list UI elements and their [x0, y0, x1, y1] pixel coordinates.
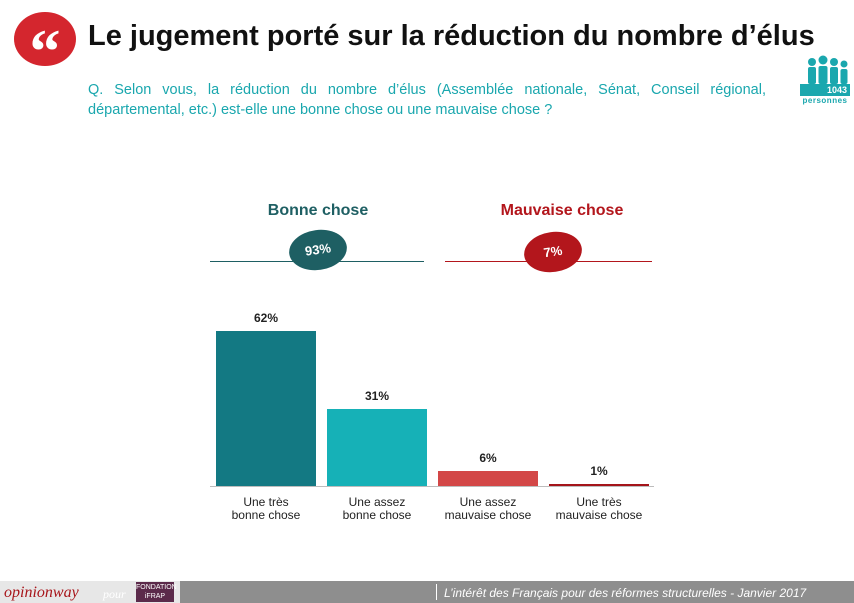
bar-2: [327, 408, 427, 486]
bar-1: [216, 331, 316, 486]
bar-value-label-3: 6%: [479, 451, 497, 465]
category-label-3: Une assez mauvaise chose: [444, 495, 532, 522]
footer-separator: [436, 584, 437, 600]
group-label-mauvaise: Mauvaise chose: [500, 202, 624, 219]
category-label-2: Une assez bonne chose: [342, 495, 412, 522]
footer-caption: L’intérêt des Français pour des réformes…: [444, 586, 807, 600]
bar-value-label-4: 1%: [590, 463, 608, 478]
bar-value-label-1: 62%: [253, 311, 279, 325]
footer-pour: pour: [103, 587, 126, 601]
bar-3: [438, 471, 538, 486]
category-label-1: Une très bonne chose: [231, 495, 301, 522]
footer-caption-bar: [180, 581, 854, 603]
ifrap-logo: FONDATION iFRAP: [136, 582, 177, 602]
page-title: Le jugement porté sur la réduction du no…: [88, 20, 815, 52]
category-label-4: Une très mauvaise chose: [555, 495, 643, 522]
people-icon: [808, 55, 848, 84]
bar-value-label-2: 31%: [364, 388, 390, 403]
sample-unit: personnes: [802, 96, 848, 105]
quote-icon: “: [14, 12, 76, 86]
group-total-mauvaise: 7%: [521, 228, 585, 276]
x-axis-line: [210, 486, 654, 487]
question-text: Q. Selon vous, la réduction du nombre d’…: [88, 82, 766, 118]
group-total-bonne: 93%: [286, 226, 350, 274]
group-label-bonne: Bonne chose: [267, 202, 369, 219]
sample-count: 1043: [800, 84, 850, 96]
bar-4: [549, 483, 649, 486]
opinionway-logo: opinionway: [4, 584, 79, 601]
